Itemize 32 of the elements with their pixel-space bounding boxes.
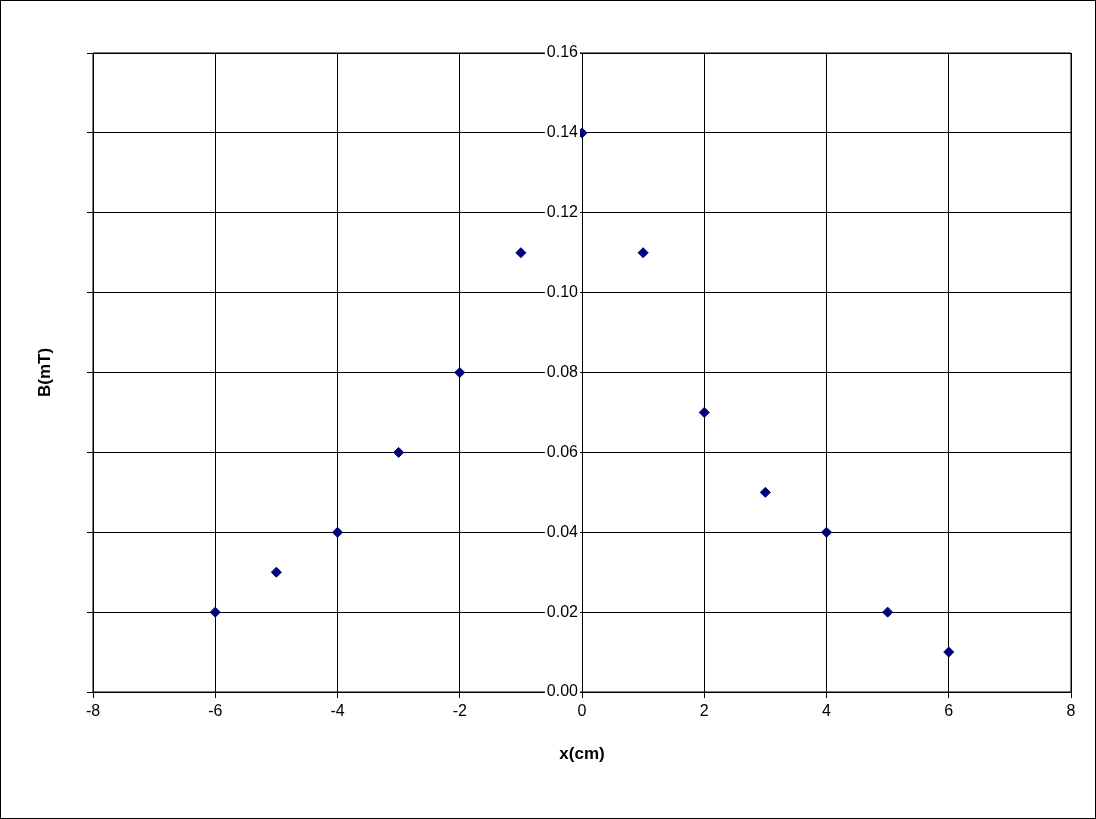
- y-tick-label: 0.12: [546, 203, 579, 221]
- y-axis-title: B(mT): [34, 347, 54, 398]
- y-tick-label: 0.10: [546, 283, 579, 301]
- point: [637, 247, 649, 259]
- point: [393, 446, 405, 458]
- point: [209, 606, 221, 618]
- y-tick-label: 0.16: [546, 43, 579, 61]
- point: [821, 526, 832, 538]
- y-tick-label: 0.04: [546, 522, 579, 540]
- x-tick-label: 8: [1066, 702, 1076, 720]
- x-tick-label: 6: [944, 702, 954, 720]
- x-tick-label: 0: [577, 702, 587, 720]
- point: [454, 367, 466, 378]
- x-tick-label: -8: [85, 702, 101, 720]
- y-tick-label: 0.08: [546, 362, 579, 380]
- y-tick-label: 0.00: [546, 682, 579, 700]
- x-tick-label: -4: [330, 702, 345, 720]
- point: [515, 247, 527, 259]
- x-tick-label: 4: [822, 702, 832, 720]
- y-tick-label: 0.02: [546, 602, 579, 620]
- point: [882, 606, 894, 618]
- y-tick-label: 0.06: [546, 442, 579, 460]
- x-axis-title: x(cm): [559, 743, 605, 763]
- y-tick-label: 0.14: [546, 123, 579, 141]
- point: [270, 566, 282, 578]
- x-tick-label: 2: [699, 702, 709, 720]
- x-tick-label: -2: [452, 702, 467, 720]
- x-tick-label: -6: [208, 702, 223, 720]
- point: [332, 526, 343, 538]
- point: [759, 486, 771, 498]
- point: [698, 406, 710, 418]
- point: [943, 646, 955, 658]
